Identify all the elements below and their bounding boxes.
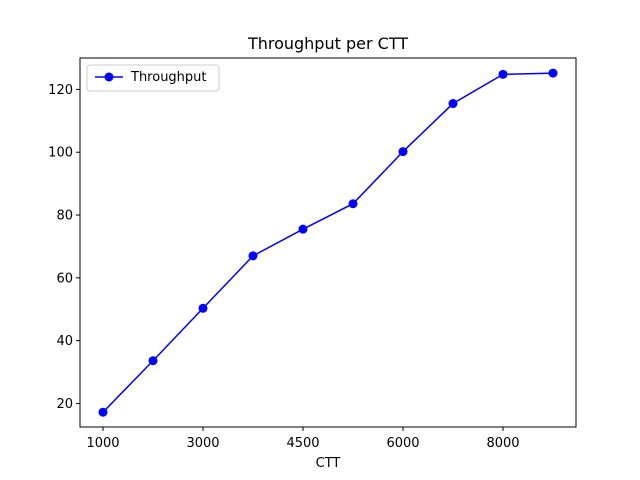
x-axis: 1000 3000 4500 6000 8000 xyxy=(86,427,520,451)
y-tick-label: 40 xyxy=(56,334,73,349)
series-line-throughput xyxy=(102,72,554,413)
x-tick-label: 4500 xyxy=(286,436,319,451)
data-point xyxy=(198,303,208,313)
x-tick-label: 1000 xyxy=(86,436,119,451)
data-point xyxy=(148,356,158,366)
legend: Throughput xyxy=(86,64,220,92)
plot-frame xyxy=(79,57,577,428)
chart-title: Throughput per CTT xyxy=(247,34,408,53)
legend-marker-sample xyxy=(104,72,114,82)
y-tick-label: 20 xyxy=(56,397,73,412)
legend-box xyxy=(86,64,220,92)
x-tick-label: 6000 xyxy=(386,436,419,451)
plot-area xyxy=(98,68,558,417)
legend-entry-throughput: Throughput xyxy=(130,70,207,85)
y-tick-label: 120 xyxy=(48,83,73,98)
y-axis: 20 40 60 80 100 120 xyxy=(48,83,80,412)
y-tick-label: 60 xyxy=(56,271,73,286)
data-point xyxy=(248,251,258,261)
x-tick-label: 8000 xyxy=(486,436,519,451)
y-tick-label: 100 xyxy=(48,146,73,161)
data-point xyxy=(298,224,308,234)
data-point xyxy=(348,199,358,209)
data-point xyxy=(98,407,108,417)
x-axis-label: CTT xyxy=(316,456,341,471)
x-tick-label: 3000 xyxy=(186,436,219,451)
y-tick-label: 80 xyxy=(56,209,73,224)
data-point xyxy=(448,99,458,109)
data-point xyxy=(398,147,408,157)
data-point xyxy=(548,68,558,78)
data-point xyxy=(498,69,508,79)
